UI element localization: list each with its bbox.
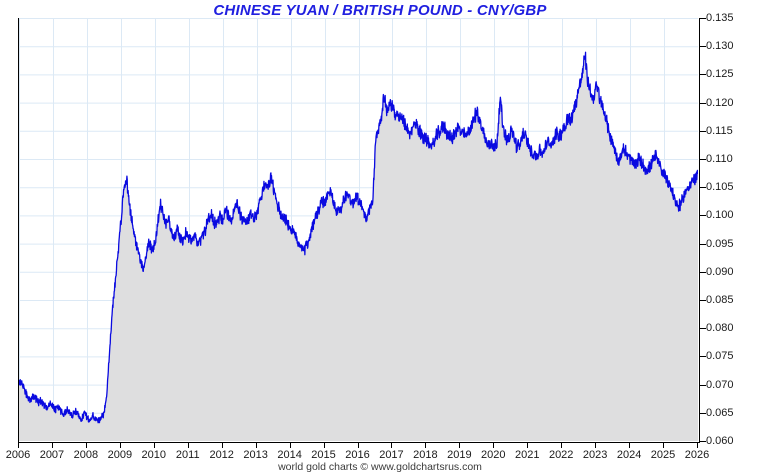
- x-axis-tick-label: 2019: [447, 449, 472, 461]
- y-axis-tick-label: 0.065: [706, 406, 734, 419]
- x-axis-tick-mark: [697, 443, 698, 448]
- x-axis-tick-mark: [629, 443, 630, 448]
- x-axis-tick-mark: [256, 443, 257, 448]
- x-axis-tick-mark: [663, 443, 664, 448]
- x-axis-tick-label: 2009: [107, 449, 133, 461]
- x-axis-tick-mark: [527, 443, 528, 448]
- x-axis-tick-mark: [154, 443, 155, 448]
- y-axis-tick-mark: [700, 244, 706, 245]
- y-axis-tick-label: 0.120: [706, 96, 734, 109]
- x-axis-tick-mark: [290, 443, 291, 448]
- x-axis-tick-label: 2006: [5, 449, 31, 461]
- x-axis-tick-label: 2013: [243, 449, 268, 461]
- x-axis-tick-mark: [18, 443, 19, 448]
- y-axis-tick-mark: [700, 215, 706, 216]
- x-axis-tick-label: 2025: [650, 449, 676, 461]
- y-axis-tick-mark: [700, 328, 706, 329]
- x-axis-tick-mark: [120, 443, 121, 448]
- x-axis-tick-label: 2020: [481, 449, 506, 461]
- x-axis-tick-mark: [493, 443, 494, 448]
- y-axis-tick-label: 0.085: [706, 294, 734, 306]
- x-axis-tick-label: 2017: [379, 449, 404, 461]
- x-axis-tick-label: 2010: [141, 449, 167, 461]
- y-axis-tick-label: 0.080: [706, 322, 734, 335]
- x-axis-tick-label: 2014: [277, 449, 302, 461]
- y-axis-tick-mark: [700, 187, 706, 188]
- plot-area: [18, 18, 700, 443]
- x-axis-tick-mark: [358, 443, 359, 448]
- x-axis-tick-mark: [86, 443, 87, 448]
- y-axis-tick-label: 0.130: [706, 40, 734, 53]
- x-axis-tick-mark: [459, 443, 460, 448]
- x-axis-tick-mark: [324, 443, 325, 448]
- y-axis-tick-mark: [700, 46, 706, 47]
- y-axis-tick-mark: [700, 441, 706, 442]
- x-axis-tick-label: 2015: [311, 449, 336, 461]
- y-axis-tick-label: 0.060: [706, 435, 734, 447]
- area-fill: [19, 52, 698, 441]
- chart-title: CHINESE YUAN / BRITISH POUND - CNY/GBP: [213, 2, 547, 19]
- y-axis-tick-label: 0.110: [706, 153, 733, 165]
- y-axis-tick-mark: [700, 272, 706, 273]
- footer-credit: world gold charts © www.goldchartsrus.co…: [278, 461, 482, 473]
- y-axis-tick-mark: [700, 356, 706, 357]
- x-axis-tick-label: 2023: [582, 449, 608, 461]
- y-axis-tick-mark: [700, 131, 706, 132]
- x-axis-tick-label: 2008: [73, 449, 99, 461]
- x-axis-tick-label: 2016: [345, 449, 370, 461]
- x-axis-tick-label: 2012: [209, 449, 234, 461]
- x-axis-tick-mark: [391, 443, 392, 448]
- y-axis-tick-mark: [700, 159, 706, 160]
- x-axis-tick-label: 2018: [413, 449, 438, 461]
- x-axis-tick-mark: [561, 443, 562, 448]
- y-axis-tick-label: 0.115: [706, 124, 733, 137]
- y-axis-tick-label: 0.095: [706, 237, 734, 250]
- x-axis-tick-label: 2024: [616, 449, 642, 461]
- y-axis-tick-mark: [700, 413, 706, 414]
- price-area-chart: [19, 18, 698, 441]
- x-axis-tick-mark: [222, 443, 223, 448]
- y-axis-tick-label: 0.100: [706, 209, 734, 222]
- y-axis-tick-mark: [700, 74, 706, 75]
- x-axis-tick-label: 2022: [548, 449, 574, 461]
- x-axis-tick-mark: [595, 443, 596, 448]
- x-axis-tick-mark: [52, 443, 53, 448]
- x-axis-tick-label: 2026: [684, 449, 710, 461]
- y-axis-tick-mark: [700, 300, 706, 301]
- x-axis-tick-label: 2011: [175, 449, 200, 461]
- x-axis-tick-label: 2021: [515, 449, 540, 461]
- x-axis-tick-mark: [425, 443, 426, 448]
- y-axis-tick-label: 0.075: [706, 350, 734, 363]
- y-axis-tick-label: 0.125: [706, 68, 734, 81]
- y-axis-tick-label: 0.070: [706, 378, 734, 391]
- y-axis-tick-mark: [700, 385, 706, 386]
- x-axis-tick-mark: [188, 443, 189, 448]
- price-line: [19, 51, 698, 424]
- y-axis-tick-label: 0.105: [706, 181, 734, 194]
- y-axis-tick-label: 0.090: [706, 265, 734, 278]
- y-axis-tick-mark: [700, 103, 706, 104]
- x-axis-tick-label: 2007: [39, 449, 65, 461]
